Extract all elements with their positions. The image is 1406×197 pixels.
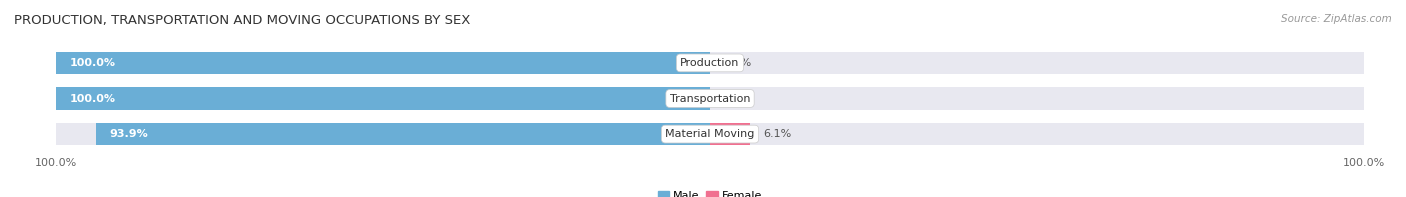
Text: Material Moving: Material Moving — [665, 129, 755, 139]
Text: 6.1%: 6.1% — [763, 129, 792, 139]
Text: 0.0%: 0.0% — [723, 94, 751, 103]
Bar — [96, 123, 710, 145]
Bar — [56, 52, 1364, 74]
Bar — [710, 123, 749, 145]
Text: 100.0%: 100.0% — [69, 94, 115, 103]
Text: Transportation: Transportation — [669, 94, 751, 103]
Bar — [56, 52, 710, 74]
Bar — [56, 123, 1364, 145]
Text: 100.0%: 100.0% — [69, 58, 115, 68]
Text: PRODUCTION, TRANSPORTATION AND MOVING OCCUPATIONS BY SEX: PRODUCTION, TRANSPORTATION AND MOVING OC… — [14, 14, 471, 27]
Bar — [56, 87, 1364, 110]
Text: Production: Production — [681, 58, 740, 68]
Text: Source: ZipAtlas.com: Source: ZipAtlas.com — [1281, 14, 1392, 24]
Legend: Male, Female: Male, Female — [654, 186, 766, 197]
Text: 93.9%: 93.9% — [110, 129, 148, 139]
Bar — [56, 87, 710, 110]
Text: 0.0%: 0.0% — [723, 58, 751, 68]
